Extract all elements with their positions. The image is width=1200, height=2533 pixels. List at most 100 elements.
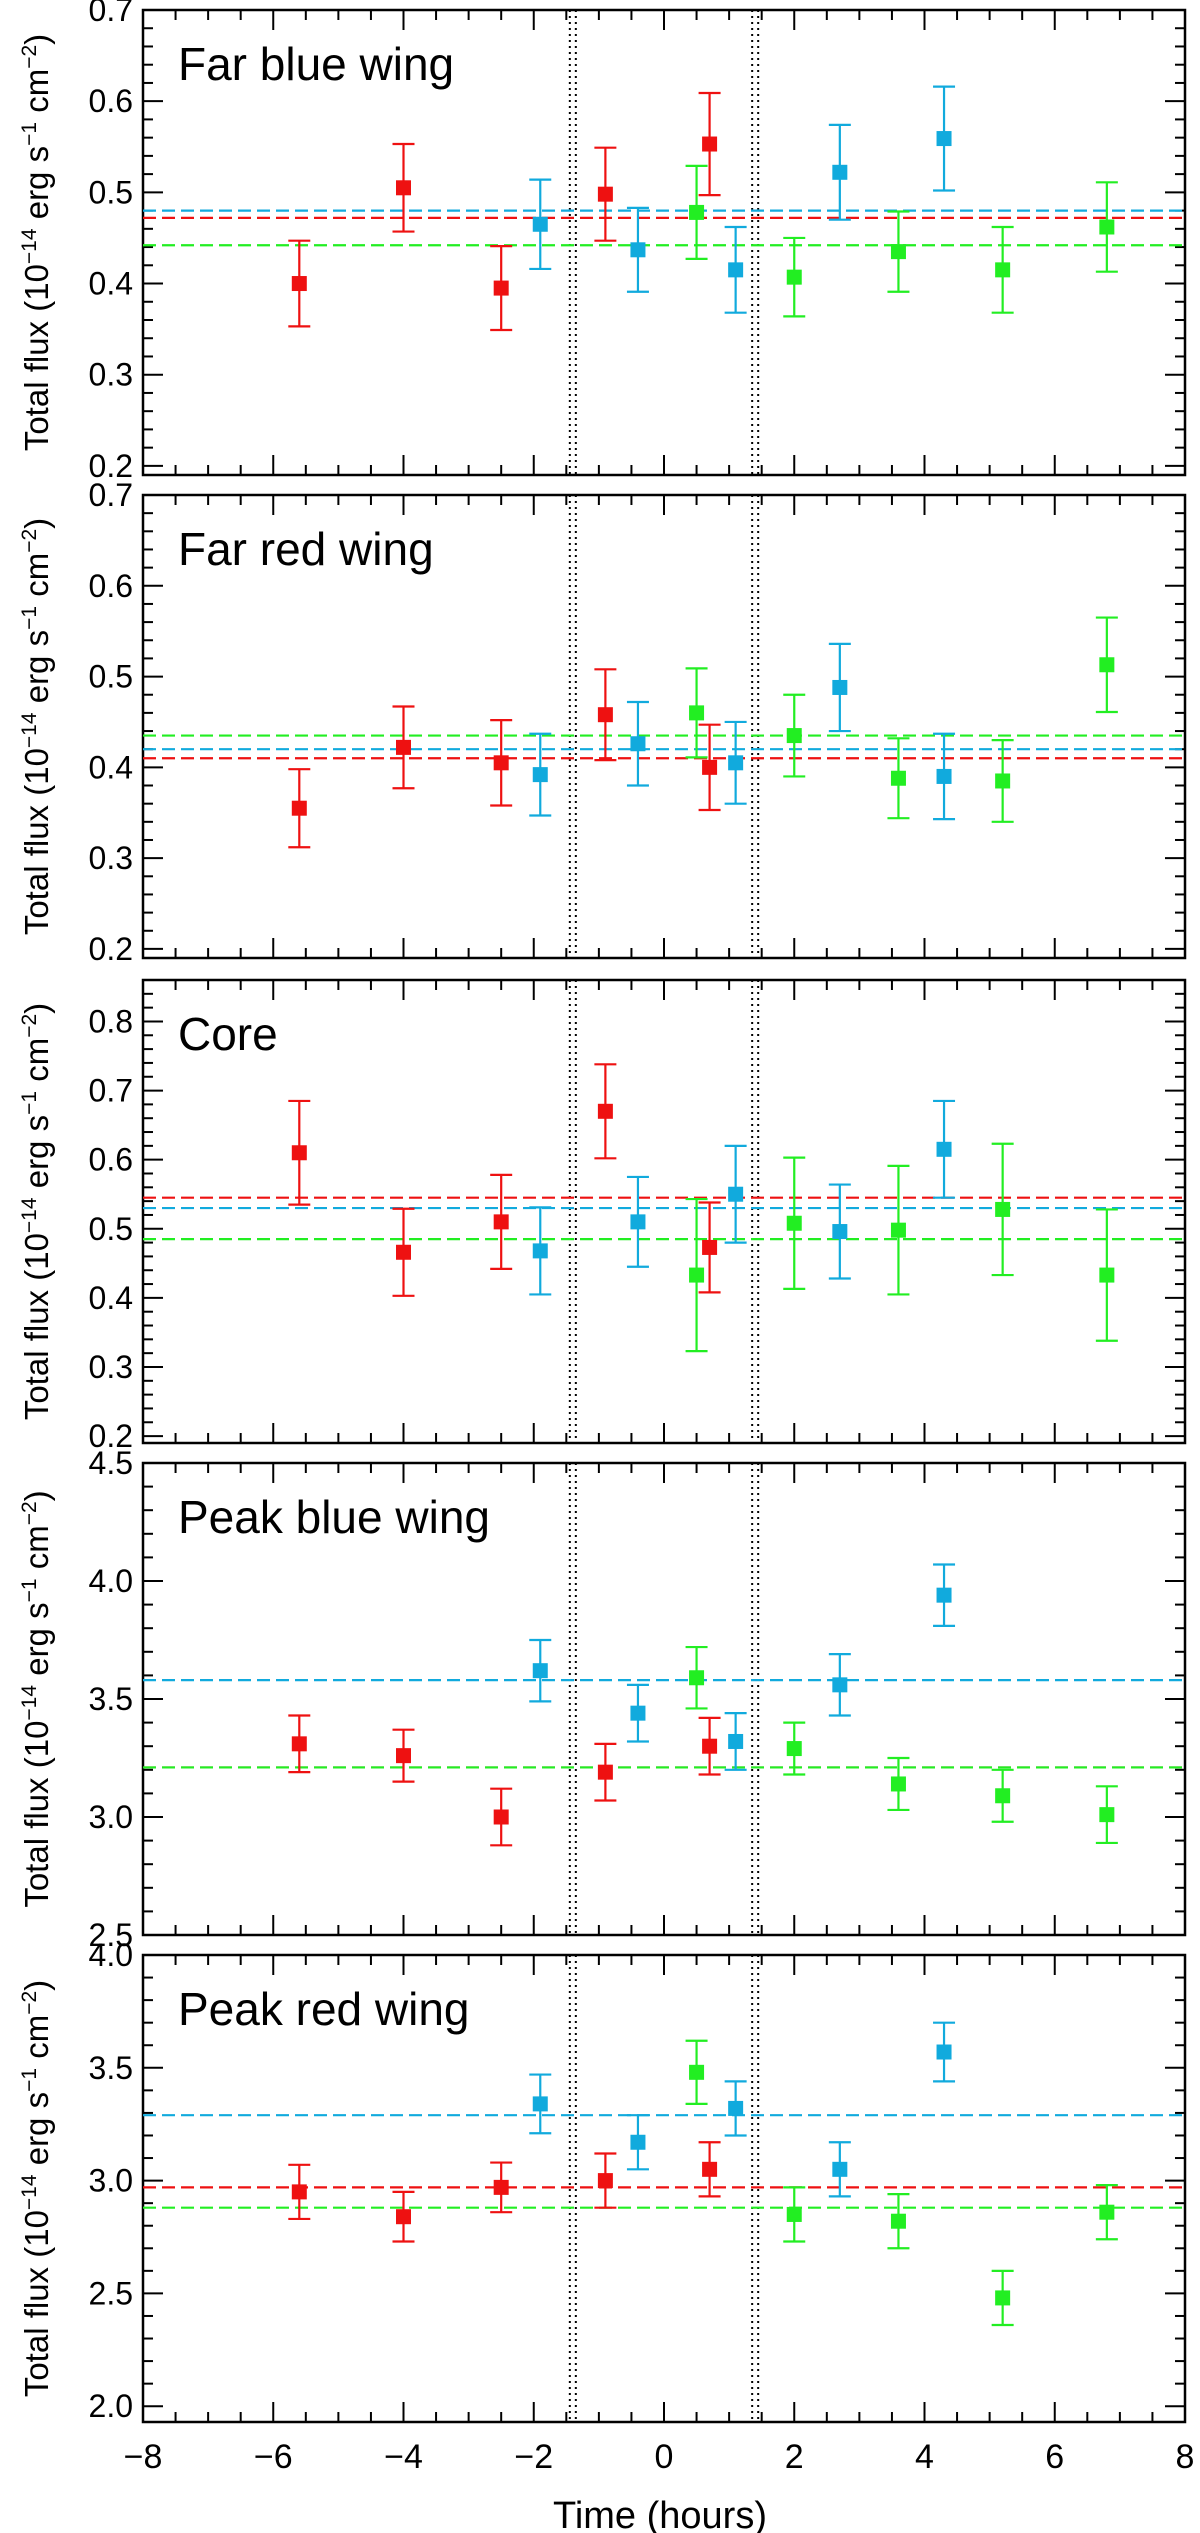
y-tick-label: 2.0	[89, 2388, 133, 2424]
y-tick-label: 0.2	[89, 448, 133, 484]
green-data-point	[1099, 657, 1115, 673]
red-data-point	[493, 1214, 509, 1230]
y-tick-label: 0.6	[89, 83, 133, 119]
y-axis-label-part: cm	[18, 1525, 55, 1578]
red-data-point	[291, 1145, 307, 1161]
y-tick-label: 2.5	[89, 2275, 133, 2311]
x-tick-label: 0	[655, 2438, 674, 2476]
y-tick-label: 4.5	[89, 1445, 133, 1481]
green-data-point	[1099, 1267, 1115, 1283]
red-data-point	[396, 2209, 411, 2225]
blue-data-point	[728, 1186, 744, 1202]
y-axis-label-part: −14	[18, 712, 41, 748]
y-axis-label-part: −14	[18, 2174, 41, 2210]
y-tick-label: 0.2	[89, 931, 133, 967]
green-data-point	[890, 2213, 906, 2229]
red-data-point	[597, 1103, 613, 1119]
green-data-point	[786, 1741, 802, 1757]
y-tick-label: 0.6	[89, 568, 133, 604]
y-axis-label-part: −2	[18, 45, 41, 69]
y-tick-label: 0.5	[89, 659, 133, 695]
y-axis-label-part: )	[18, 1980, 55, 1991]
red-data-point	[291, 2184, 307, 2200]
y-tick-label: 3.0	[89, 1799, 133, 1835]
y-axis-label-part: erg s	[18, 1115, 55, 1198]
y-axis-label-part: −1	[18, 1091, 41, 1115]
blue-data-point	[728, 1733, 744, 1749]
blue-data-point	[832, 2161, 848, 2177]
y-axis-label-part: cm	[18, 2015, 55, 2068]
panel-frame	[141, 978, 1187, 1445]
red-data-point	[702, 136, 718, 152]
green-data-point	[890, 770, 906, 786]
red-data-point	[396, 739, 411, 755]
green-data-point	[689, 204, 705, 220]
green-data-point	[995, 773, 1011, 789]
red-data-point	[493, 280, 509, 296]
y-axis-label-part: −14	[18, 228, 41, 264]
y-tick-label: 0.7	[89, 477, 133, 513]
y-axis-label-part: )	[18, 1490, 55, 1501]
blue-data-point	[630, 1214, 646, 1230]
y-tick-label: 0.5	[89, 174, 133, 210]
green-data-point	[995, 1201, 1011, 1217]
blue-data-point	[532, 2096, 548, 2112]
blue-data-point	[832, 164, 848, 180]
green-data-point	[995, 1788, 1011, 1804]
panel-title: Far red wing	[178, 523, 434, 575]
blue-data-point	[630, 1705, 646, 1721]
red-data-point	[291, 276, 307, 292]
y-axis-label-part: Total flux (10	[18, 1721, 55, 1908]
y-axis-label-part: erg s	[18, 2092, 55, 2175]
y-axis-label-part: )	[18, 34, 55, 45]
red-data-point	[702, 1239, 718, 1255]
y-tick-label: 0.7	[89, 1073, 133, 1109]
green-data-point	[995, 262, 1011, 278]
red-data-point	[291, 1736, 307, 1752]
green-data-point	[689, 2064, 705, 2080]
y-axis-label-part: −1	[18, 2068, 41, 2092]
green-data-point	[890, 1222, 906, 1238]
y-axis-label-part: )	[18, 518, 55, 529]
panel-title: Far blue wing	[178, 38, 454, 90]
y-axis-label-part: Total flux (10	[18, 2210, 55, 2397]
red-data-point	[702, 759, 718, 775]
blue-data-point	[936, 768, 952, 784]
green-data-point	[786, 2206, 802, 2222]
y-axis-label: Total flux (10−14 erg s−1 cm−2)	[18, 1003, 55, 1420]
panel-5: 2.0 2.5 3.0 3.5 4.0 Peak red wing Total flux (…	[18, 1937, 1194, 2476]
blue-data-point	[936, 1587, 952, 1603]
blue-data-point	[532, 1663, 548, 1679]
red-data-point	[597, 707, 613, 723]
y-tick-label: 0.4	[89, 1280, 133, 1316]
y-axis-label-part: −2	[18, 1014, 41, 1038]
y-axis-label-part: −14	[18, 1197, 41, 1233]
y-tick-label: 0.3	[89, 357, 133, 393]
red-data-point	[597, 2173, 613, 2189]
blue-data-point	[532, 1243, 548, 1259]
blue-data-point	[532, 767, 548, 783]
panel-title: Peak red wing	[178, 1983, 470, 2035]
panel-title: Core	[178, 1008, 278, 1060]
green-data-point	[1099, 1807, 1115, 1823]
y-tick-label: 0.3	[89, 840, 133, 876]
y-axis-label: Total flux (10−14 erg s−1 cm−2)	[18, 1490, 55, 1907]
blue-data-point	[936, 2044, 952, 2060]
blue-data-point	[832, 679, 848, 695]
blue-data-point	[630, 2134, 646, 2150]
blue-data-point	[728, 2100, 744, 2116]
y-axis-label-part: erg s	[18, 146, 55, 229]
y-tick-label: 0.3	[89, 1349, 133, 1385]
red-data-point	[291, 800, 307, 816]
x-axis-label: Time (hours)	[553, 2495, 767, 2533]
y-axis-label-part: cm	[18, 1038, 55, 1091]
green-data-point	[786, 269, 802, 285]
panel-1: 0.2 0.3 0.4 0.5 0.6 0.7 Far blue wing Total flu…	[18, 0, 1187, 484]
y-axis-label-part: −1	[18, 1578, 41, 1602]
green-data-point	[689, 705, 705, 721]
green-data-point	[689, 1267, 705, 1283]
panel-title: Peak blue wing	[178, 1491, 490, 1543]
red-data-point	[702, 2161, 718, 2177]
